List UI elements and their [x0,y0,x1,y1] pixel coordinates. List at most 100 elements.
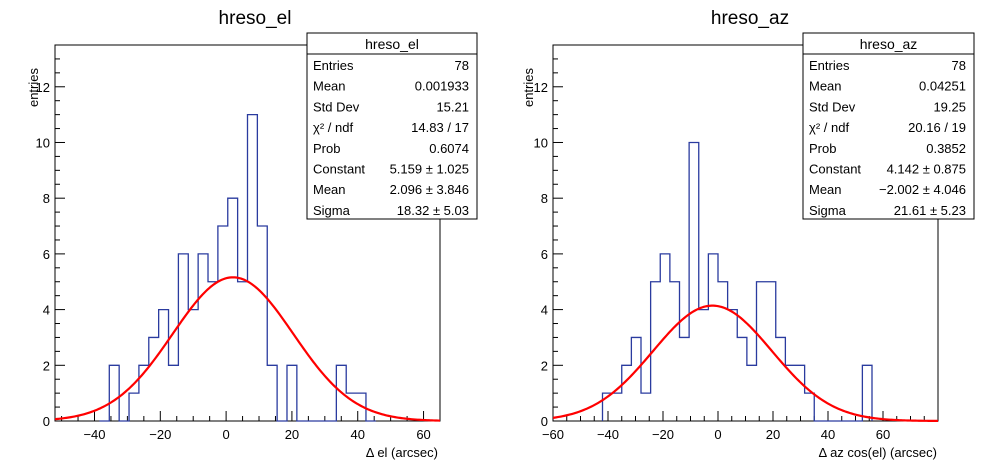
y-tick-label: 8 [43,191,50,206]
x-tick-label: 60 [876,427,890,442]
histogram-bin [188,310,198,421]
histogram-bin [747,365,757,421]
histogram-bin [776,337,786,421]
y-tick-label: 8 [541,191,548,206]
stats-value: 21.61 ± 5.23 [894,203,966,218]
y-tick-label: 10 [534,135,548,150]
histogram-bin [129,393,139,421]
histogram-bin [169,365,179,421]
y-tick-label: 10 [36,135,50,150]
y-tick-label: 6 [541,247,548,262]
x-tick-label: 40 [351,427,365,442]
stats-label: χ² / ndf [313,120,353,135]
stats-label: Prob [313,141,340,156]
stats-title: hreso_az [860,36,918,52]
y-axis-label: entries [26,68,41,108]
x-tick-label: −60 [542,427,564,442]
histogram-bin [198,254,208,421]
histogram-bin [257,226,267,421]
histogram-bin [218,226,228,421]
chart-title: hreso_el [219,8,292,29]
fit-curve [552,304,939,423]
stats-label: Mean [809,79,842,94]
histogram-bin [785,365,795,421]
histogram-bin [228,198,238,421]
histogram-bin [795,365,805,421]
stats-value: 4.142 ± 0.875 [887,162,966,177]
histogram-bin [631,337,641,421]
stats-box: hreso_az Entries 78 Mean 0.04251 Std Dev 19.25… [802,32,975,220]
stats-label: Sigma [809,203,847,218]
histogram-bin [670,282,680,421]
histogram-bin [708,254,718,421]
histogram-bin [718,282,728,421]
stats-value: 0.001933 [415,79,469,94]
stats-label: Sigma [313,203,351,218]
stats-value: 2.096 ± 3.846 [390,182,469,197]
x-tick-label: −20 [149,427,171,442]
stats-value: 0.6074 [429,141,469,156]
histogram-bin [612,393,622,421]
stats-label: Prob [809,141,836,156]
panel-hreso-el: hreso_el entries Δ el (arcsec) −40 −20 0 20… [26,8,478,460]
x-tick-label: −40 [83,427,105,442]
stats-value: 19.25 [933,99,966,114]
x-tick-label: 20 [285,427,299,442]
stats-value: 5.159 ± 1.025 [390,162,469,177]
histogram-bin [728,310,738,421]
plot-area: −60 −40 −20 0 20 40 60 0 2 4 6 8 10 12 [534,44,939,442]
histogram-bin [248,115,258,421]
plot-area: −40 −20 0 20 40 60 0 2 4 6 8 10 12 [36,44,441,442]
stats-label: Std Dev [313,99,360,114]
histogram-bin [680,337,690,421]
histogram-bin [208,282,218,421]
stats-label: Constant [809,162,861,177]
x-tick-label: −40 [597,427,619,442]
stats-value: 15.21 [436,99,469,114]
histogram-bin [805,393,815,421]
y-tick-label: 12 [534,80,548,95]
y-tick-label: 12 [36,80,50,95]
stats-title: hreso_el [365,36,419,52]
stats-label: Mean [313,182,346,197]
x-tick-label: 60 [416,427,430,442]
fit-curve [54,276,441,422]
stats-value: 14.83 / 17 [411,120,469,135]
y-tick-label: 6 [43,247,50,262]
y-tick-label: 0 [541,414,548,429]
stats-label: Entries [313,58,354,73]
histogram-outline [601,141,873,422]
x-tick-label: 40 [821,427,835,442]
histogram-bin [757,282,767,421]
histogram-bin [689,142,699,421]
plot-frame [54,44,441,422]
x-tick-label: 20 [766,427,780,442]
stats-label: Std Dev [809,99,856,114]
stats-value: 0.04251 [919,79,966,94]
stats-frame [802,32,975,220]
histogram-bin [149,337,159,421]
histogram-outline [99,113,376,422]
stats-label: Mean [313,79,346,94]
x-axis-label: Δ az cos(el) (arcsec) [819,445,938,460]
stats-label: Constant [313,162,365,177]
chart-title: hreso_az [711,8,789,29]
histogram-bin [238,282,248,421]
y-tick-label: 4 [541,303,548,318]
histogram-bin [109,365,119,421]
x-tick-label: −20 [652,427,674,442]
stats-label: Mean [809,182,842,197]
histogram-bin [737,337,747,421]
histogram-bin [862,365,872,421]
stats-value: 0.3852 [926,141,966,156]
histogram-bin [622,365,632,421]
stats-value: 18.32 ± 5.03 [397,203,469,218]
stats-value: 78 [952,58,966,73]
y-tick-label: 0 [43,414,50,429]
y-axis-label: entries [521,68,536,108]
y-tick-label: 4 [43,303,50,318]
stats-value: −2.002 ± 4.046 [879,182,966,197]
stats-label: Entries [809,58,850,73]
stats-frame [306,32,478,220]
